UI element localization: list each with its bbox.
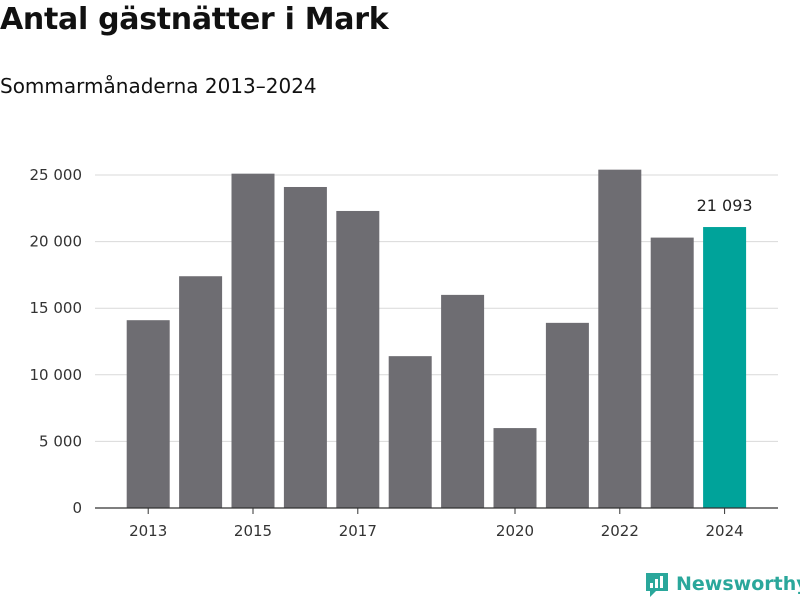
y-tick-label: 25 000 bbox=[30, 166, 83, 184]
x-tick-label: 2024 bbox=[706, 522, 744, 540]
newsworthy-brand: Newsworthy bbox=[644, 570, 800, 598]
chart-subtitle: Sommarmånaderna 2013–2024 bbox=[0, 74, 317, 98]
y-tick-label: 10 000 bbox=[30, 366, 83, 384]
bar-2016 bbox=[283, 186, 327, 508]
brand-name: Newsworthy bbox=[676, 573, 800, 595]
x-tick-label: 2022 bbox=[601, 522, 639, 540]
y-tick-label: 15 000 bbox=[30, 299, 83, 317]
x-tick-label: 2013 bbox=[129, 522, 167, 540]
x-tick-label: 2015 bbox=[234, 522, 272, 540]
highlight-value-label: 21 093 bbox=[697, 196, 753, 215]
bar-2019 bbox=[441, 294, 485, 508]
y-tick-label: 20 000 bbox=[30, 233, 83, 251]
y-tick-label: 0 bbox=[72, 499, 82, 517]
x-tick-label: 2020 bbox=[496, 522, 534, 540]
bar-2023 bbox=[650, 237, 694, 508]
bar-2017 bbox=[336, 210, 380, 509]
newsworthy-logo-icon bbox=[646, 573, 668, 597]
bar-2021 bbox=[545, 322, 589, 508]
chart-title: Antal gästnätter i Mark bbox=[0, 2, 389, 37]
bar-2020 bbox=[493, 428, 537, 508]
bar-2013 bbox=[126, 320, 170, 508]
bar-2022 bbox=[598, 169, 642, 508]
bar-2024 bbox=[703, 227, 747, 508]
bar-2015 bbox=[231, 173, 275, 508]
x-tick-label: 2017 bbox=[339, 522, 377, 540]
bar-2014 bbox=[179, 276, 223, 508]
y-tick-label: 5 000 bbox=[39, 432, 82, 450]
bar-2018 bbox=[388, 356, 432, 508]
